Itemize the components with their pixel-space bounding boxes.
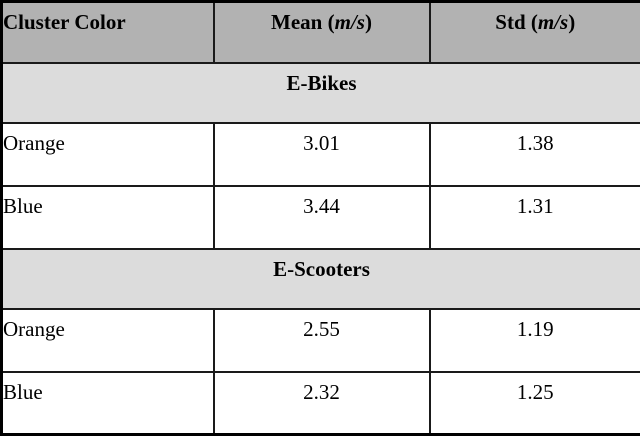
header-std-math: m/s	[537, 10, 569, 34]
section-row-ebikes: E-Bikes	[0, 62, 640, 125]
header-std: Std (m/s)	[428, 0, 640, 65]
mean-cell: 2.55	[212, 307, 431, 373]
header-mean-prefix: Mean (	[271, 10, 335, 34]
section-title-escooters: E-Scooters	[0, 247, 640, 310]
table-row: Orange 2.55 1.19	[0, 307, 640, 373]
cluster-color-cell: Blue	[0, 185, 215, 250]
std-cell: 1.31	[428, 185, 640, 250]
header-std-suffix: )	[568, 10, 576, 34]
mean-cell: 2.32	[212, 370, 431, 436]
cluster-color-cell: Orange	[0, 122, 215, 187]
table-row: Orange 3.01 1.38	[0, 122, 640, 187]
table-row: Blue 2.32 1.25	[0, 370, 640, 436]
cluster-color-cell: Orange	[0, 307, 215, 373]
header-mean: Mean (m/s)	[212, 0, 431, 65]
header-std-prefix: Std (	[495, 10, 538, 34]
header-cluster-color: Cluster Color	[0, 0, 215, 65]
table-row: Blue 3.44 1.31	[0, 185, 640, 250]
std-cell: 1.19	[428, 307, 640, 373]
mean-cell: 3.44	[212, 185, 431, 250]
mean-cell: 3.01	[212, 122, 431, 187]
section-title-ebikes: E-Bikes	[0, 62, 640, 125]
header-row: Cluster Color Mean (m/s) Std (m/s)	[0, 0, 640, 65]
section-row-escooters: E-Scooters	[0, 247, 640, 310]
std-cell: 1.25	[428, 370, 640, 436]
cluster-color-cell: Blue	[0, 370, 215, 436]
std-cell: 1.38	[428, 122, 640, 187]
header-mean-math: m/s	[334, 10, 365, 34]
header-mean-suffix: )	[364, 10, 372, 34]
